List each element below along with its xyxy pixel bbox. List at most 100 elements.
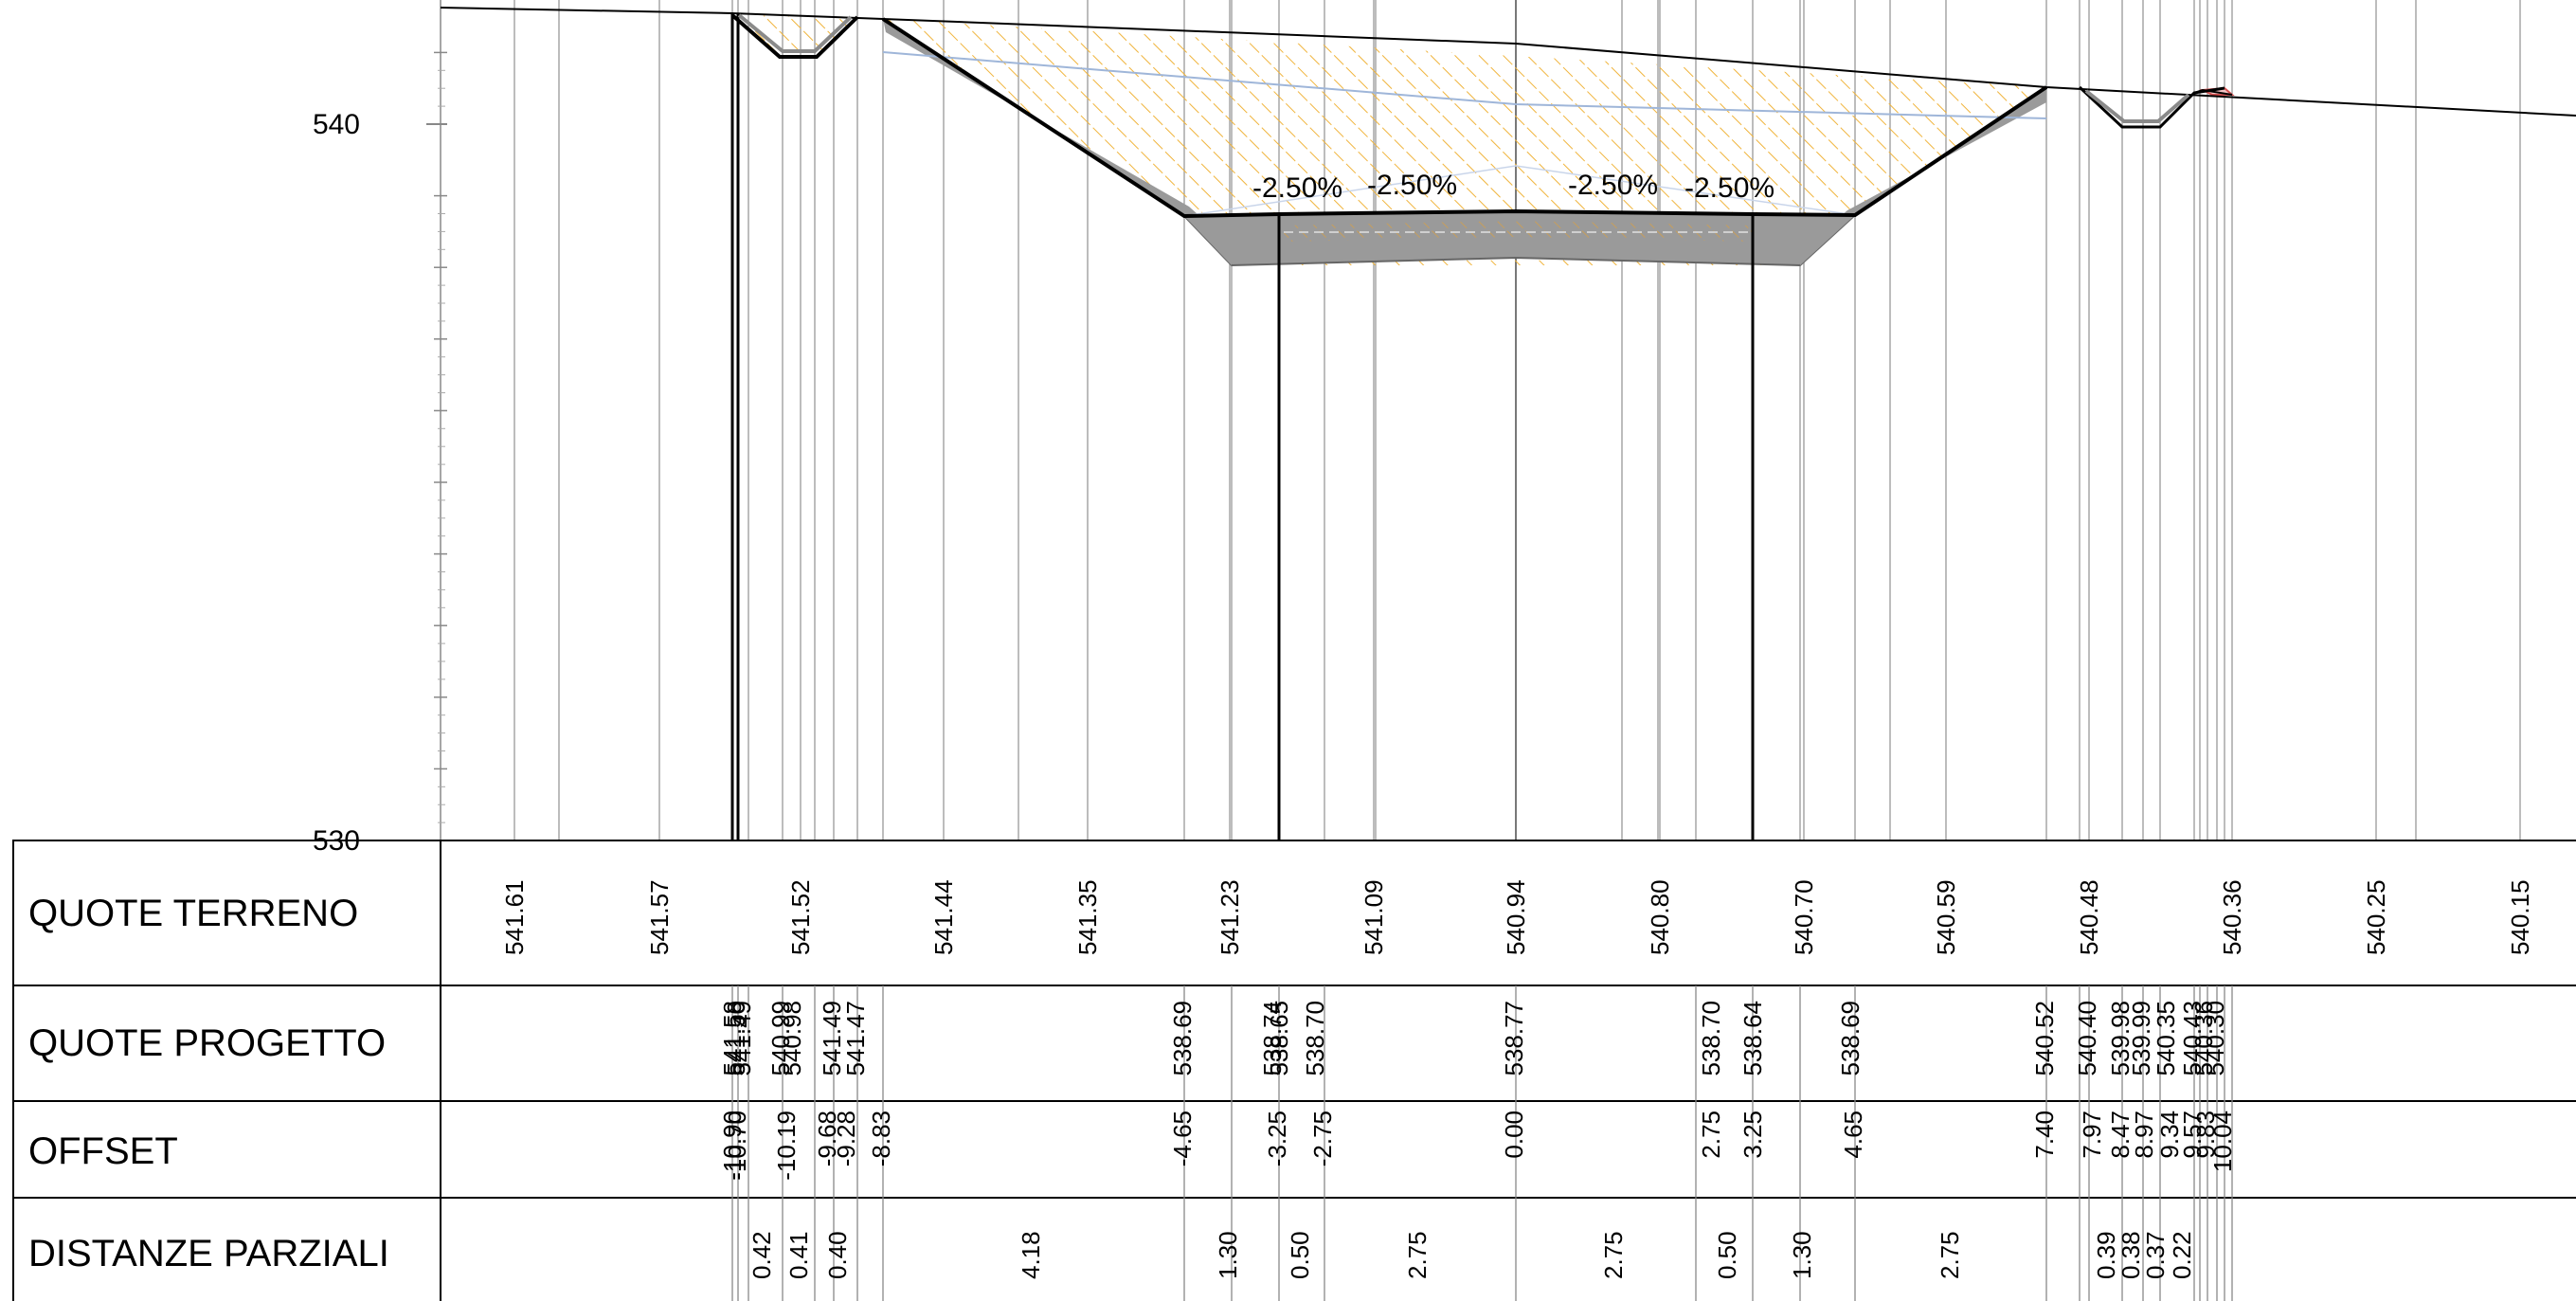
distanza-value: 0.50 bbox=[1286, 1231, 1314, 1279]
offset-value: 4.65 bbox=[1839, 1111, 1867, 1159]
ground-line bbox=[440, 7, 2576, 117]
elevation-label-540: 540 bbox=[313, 109, 360, 140]
offset-value: -2.75 bbox=[1308, 1111, 1337, 1166]
table-station-lines bbox=[731, 985, 2233, 1301]
progetto-value: 540.40 bbox=[2073, 1001, 2101, 1076]
offset-value: 8.47 bbox=[2106, 1111, 2135, 1159]
distanza-value: 1.30 bbox=[1214, 1231, 1242, 1279]
offset-value: 8.97 bbox=[2130, 1111, 2158, 1159]
offset-value: -8.83 bbox=[867, 1111, 895, 1166]
terreno-value: 540.80 bbox=[1646, 879, 1674, 955]
offset-value: 3.25 bbox=[1738, 1111, 1767, 1159]
design-profile bbox=[730, 13, 2233, 840]
offset-value: 9.34 bbox=[2155, 1111, 2184, 1159]
offset-value: -4.65 bbox=[1168, 1111, 1197, 1166]
distanza-value: 0.41 bbox=[784, 1231, 813, 1279]
progetto-value: 541.58 bbox=[718, 1001, 747, 1076]
terreno-value: 540.15 bbox=[2506, 879, 2534, 955]
progetto-value: 538.70 bbox=[1301, 1001, 1329, 1076]
right-slope-band bbox=[1800, 87, 2046, 265]
distanza-value: 2.75 bbox=[1599, 1231, 1628, 1279]
distanza-value: 0.50 bbox=[1713, 1231, 1741, 1279]
terreno-value: 541.09 bbox=[1360, 879, 1388, 955]
distanza-value: 2.75 bbox=[1936, 1231, 1964, 1279]
axis-ticks bbox=[426, 51, 447, 841]
terreno-value: 541.57 bbox=[645, 879, 674, 955]
progetto-value: 538.69 bbox=[1168, 1001, 1197, 1076]
terreno-value: 541.35 bbox=[1073, 879, 1102, 955]
progetto-value: 541.50 bbox=[722, 1001, 750, 1076]
offset-value: 7.97 bbox=[2078, 1111, 2106, 1159]
terreno-value: 541.44 bbox=[929, 879, 958, 955]
existing-ref-line bbox=[882, 51, 2047, 119]
progetto-value: 540.30 bbox=[2201, 1001, 2229, 1076]
distanza-value: 1.30 bbox=[1788, 1231, 1816, 1279]
offset-value: 10.04 bbox=[2208, 1111, 2237, 1172]
distanza-value: 0.38 bbox=[2117, 1231, 2145, 1279]
terreno-value: 540.94 bbox=[1502, 879, 1530, 955]
progetto-value: 540.98 bbox=[778, 1001, 806, 1076]
slope-label-2: -2.50% bbox=[1367, 170, 1457, 201]
slope-annotations: -2.50% -2.50% -2.50% -2.50% bbox=[1252, 170, 1774, 204]
progetto-value: 540.35 bbox=[2152, 1001, 2180, 1076]
offset-value: 9.83 bbox=[2191, 1111, 2220, 1159]
offset-value: -10.90 bbox=[718, 1111, 747, 1181]
offset-value: -10.19 bbox=[772, 1111, 801, 1181]
progetto-value: 538.65 bbox=[1265, 1001, 1293, 1076]
terreno-value: 540.59 bbox=[1932, 879, 1960, 955]
reference-lines bbox=[882, 51, 2047, 217]
progetto-value: 540.43 bbox=[2178, 1001, 2207, 1076]
left-slope-band bbox=[883, 19, 1232, 265]
pavement-layers bbox=[1181, 209, 1858, 267]
offset-values: -10.90-10.70 -10.19 -9.68-9.28 -8.83 -4.65 -3… bbox=[718, 1111, 2237, 1181]
terreno-value: 540.48 bbox=[2075, 879, 2103, 955]
progetto-value: 539.99 bbox=[2127, 1001, 2155, 1076]
terreno-value: 541.23 bbox=[1216, 879, 1244, 955]
progetto-value: 538.74 bbox=[1258, 1001, 1287, 1076]
distanza-value: 0.42 bbox=[748, 1231, 776, 1279]
right-berm bbox=[2193, 88, 2233, 96]
distanza-value: 0.39 bbox=[2092, 1231, 2120, 1279]
progetto-value: 538.70 bbox=[1697, 1001, 1725, 1076]
left-ditch-gray bbox=[737, 13, 853, 53]
distanza-value: 4.18 bbox=[1017, 1231, 1045, 1279]
right-ditch-gray bbox=[2084, 89, 2190, 123]
elevation-axis: 540 530 bbox=[313, 0, 447, 857]
slope-label-1: -2.50% bbox=[1252, 172, 1342, 204]
row-label-offset: OFFSET bbox=[28, 1130, 178, 1172]
data-table: QUOTE TERRENO QUOTE PROGETTO OFFSET DIST… bbox=[12, 840, 2576, 1301]
progetto-value: 541.47 bbox=[841, 1001, 870, 1076]
existing-ref-line-2 bbox=[1183, 165, 1856, 217]
progetto-value: 538.77 bbox=[1500, 1001, 1528, 1076]
distanza-value: 0.40 bbox=[823, 1231, 852, 1279]
main-design-line bbox=[881, 17, 2048, 219]
offset-value: 0.00 bbox=[1500, 1111, 1528, 1159]
progetto-value: 540.99 bbox=[766, 1001, 795, 1076]
slope-label-4: -2.50% bbox=[1684, 172, 1774, 204]
terreno-value: 541.61 bbox=[500, 879, 529, 955]
offset-value: -3.25 bbox=[1263, 1111, 1291, 1166]
progetto-value: 538.64 bbox=[1738, 1001, 1767, 1076]
distanze-values: 0.42 0.41 0.40 4.18 1.30 0.50 2.75 2.75 0.50 1.30… bbox=[748, 1231, 2196, 1279]
right-ditch-profile bbox=[2078, 85, 2225, 129]
progetto-value: 540.36 bbox=[2189, 1001, 2218, 1076]
offset-value: -9.28 bbox=[832, 1111, 860, 1166]
terreno-value: 540.70 bbox=[1790, 879, 1818, 955]
offset-value: -10.70 bbox=[723, 1111, 751, 1181]
offset-value: -9.68 bbox=[813, 1111, 841, 1166]
left-ditch-profile bbox=[730, 13, 859, 59]
distanza-value: 2.75 bbox=[1403, 1231, 1432, 1279]
terreno-value: 541.52 bbox=[786, 879, 815, 955]
progetto-value: 541.49 bbox=[818, 1001, 846, 1076]
progetto-value: 539.98 bbox=[2106, 1001, 2135, 1076]
slope-label-3: -2.50% bbox=[1568, 170, 1658, 201]
terreno-value: 540.25 bbox=[2362, 879, 2390, 955]
row-label-quote-terreno: QUOTE TERRENO bbox=[28, 893, 358, 934]
terreno-values: 541.61 541.57 541.52 541.44 541.35 541.23 541.… bbox=[500, 879, 2534, 955]
offset-value: 2.75 bbox=[1697, 1111, 1725, 1159]
progetto-value: 541.49 bbox=[728, 1001, 756, 1076]
distanza-value: 0.37 bbox=[2141, 1231, 2170, 1279]
offset-value: 7.40 bbox=[2030, 1111, 2059, 1159]
